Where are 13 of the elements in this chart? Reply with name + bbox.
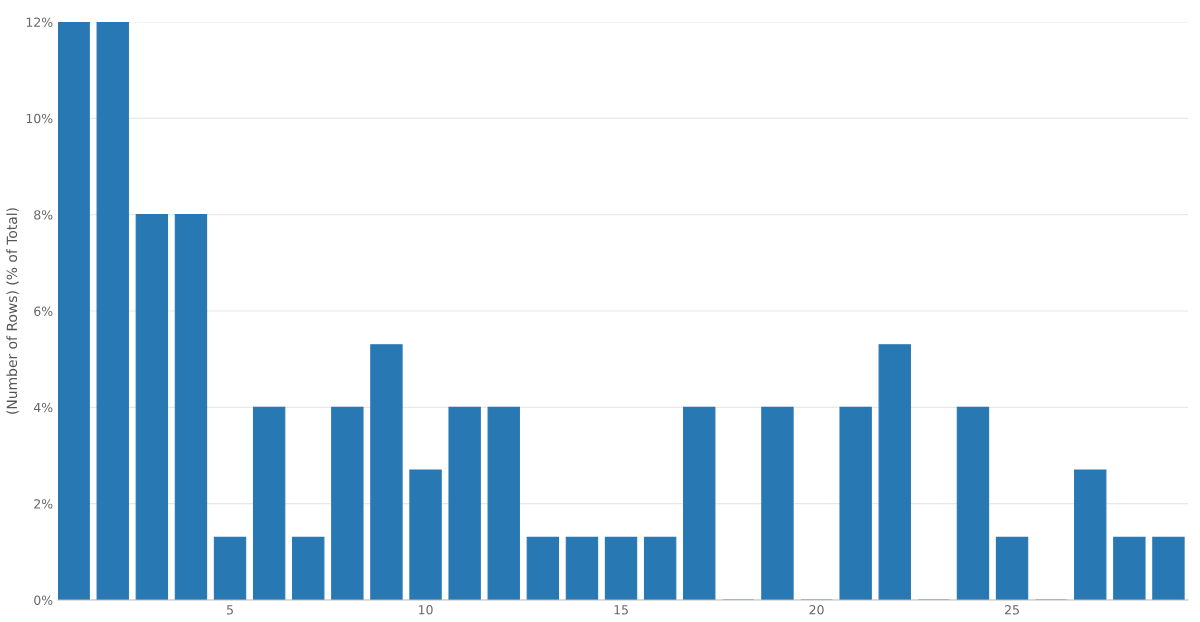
x-tick-label: 20 xyxy=(809,605,824,615)
y-axis-title: (Number of Rows) (% of Total) xyxy=(6,208,19,414)
x-tick-label: 5 xyxy=(227,605,233,615)
x-tick-label: 10 xyxy=(418,605,433,615)
y-tick-label: 6% xyxy=(34,306,53,316)
y-tick-label: 8% xyxy=(34,210,53,220)
y-tick-label: 12% xyxy=(26,17,53,27)
y-tick-label: 10% xyxy=(26,113,53,124)
x-tick-label: 15 xyxy=(614,605,628,615)
y-tick-label: 2% xyxy=(34,499,53,509)
y-tick-label: 4% xyxy=(33,402,53,413)
x-tick-label: 25 xyxy=(1005,605,1019,615)
y-tick-label: 0% xyxy=(34,595,53,605)
